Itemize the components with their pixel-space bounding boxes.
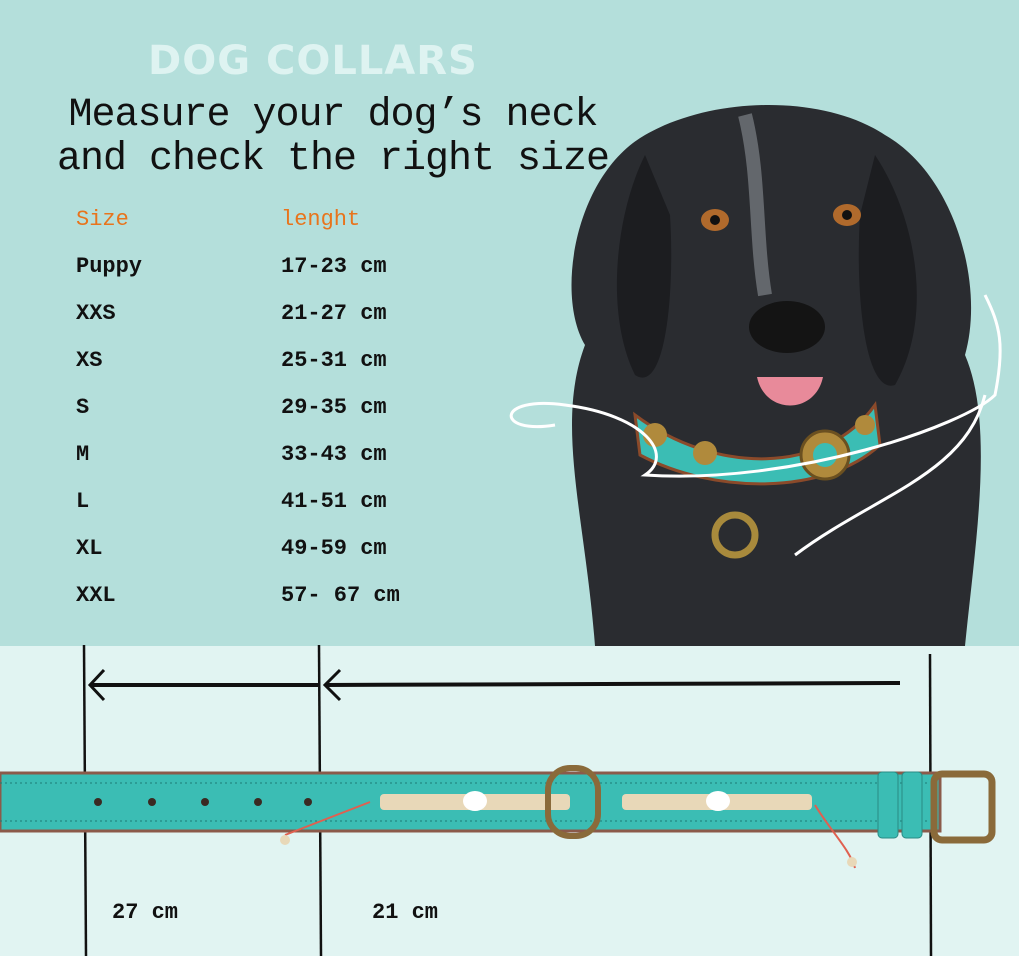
- length-cell: 29-35 cm: [281, 395, 387, 420]
- measurement-label-2: 21 cm: [372, 900, 439, 925]
- shell-right: [706, 791, 730, 811]
- length-cell: 49-59 cm: [281, 536, 387, 561]
- measurement-label-1: 27 cm: [112, 900, 179, 925]
- length-cell: 57- 67 cm: [281, 583, 400, 608]
- keeper-loop: [877, 771, 899, 839]
- arrow-line-2: [324, 681, 901, 687]
- length-cell: 33-43 cm: [281, 442, 387, 467]
- size-cell: XL: [76, 536, 103, 561]
- size-cell: XXL: [76, 583, 116, 608]
- size-cell: S: [76, 395, 90, 420]
- table-row: XL 49-59 cm: [76, 525, 400, 572]
- table-row: M 33-43 cm: [76, 431, 400, 478]
- table-row: XXS 21-27 cm: [76, 290, 400, 337]
- length-cell: 21-27 cm: [281, 301, 387, 326]
- d-ring: [545, 765, 601, 839]
- arrow-head-1: [87, 668, 106, 702]
- table-row: XS 25-31 cm: [76, 337, 400, 384]
- table-row: L 41-51 cm: [76, 478, 400, 525]
- size-table: Size lenght Puppy 17-23 cm XXS 21-27 cm XS…: [76, 196, 400, 619]
- table-row: S 29-35 cm: [76, 384, 400, 431]
- length-cell: 41-51 cm: [281, 489, 387, 514]
- headline-line-1: Measure your dog’s neck: [68, 93, 598, 138]
- buckle: [930, 770, 996, 844]
- headline-line-2: and check the right size: [56, 137, 610, 182]
- cord-left: [284, 801, 371, 836]
- size-cell: XXS: [76, 301, 116, 326]
- keeper-loop: [901, 771, 923, 839]
- size-cell: L: [76, 489, 90, 514]
- length-cell: 25-31 cm: [281, 348, 387, 373]
- dog-photo: [509, 105, 1002, 646]
- size-header: Size: [76, 207, 129, 232]
- size-table-header: Size lenght: [76, 196, 400, 243]
- shell-left: [463, 791, 487, 811]
- table-row: XXL 57- 67 cm: [76, 572, 400, 619]
- collar-measurement-diagram: [0, 644, 996, 956]
- headline: Measure your dog’s neck and check the ri…: [38, 94, 628, 182]
- length-cell: 17-23 cm: [281, 254, 387, 279]
- size-cell: M: [76, 442, 90, 467]
- size-cell: Puppy: [76, 254, 143, 279]
- size-cell: XS: [76, 348, 103, 373]
- table-row: Puppy 17-23 cm: [76, 243, 400, 290]
- brand-title: DOG COLLARS: [148, 38, 478, 84]
- collar-holes: [94, 798, 312, 806]
- arrow-head-2: [322, 668, 342, 702]
- length-header: lenght: [281, 207, 361, 232]
